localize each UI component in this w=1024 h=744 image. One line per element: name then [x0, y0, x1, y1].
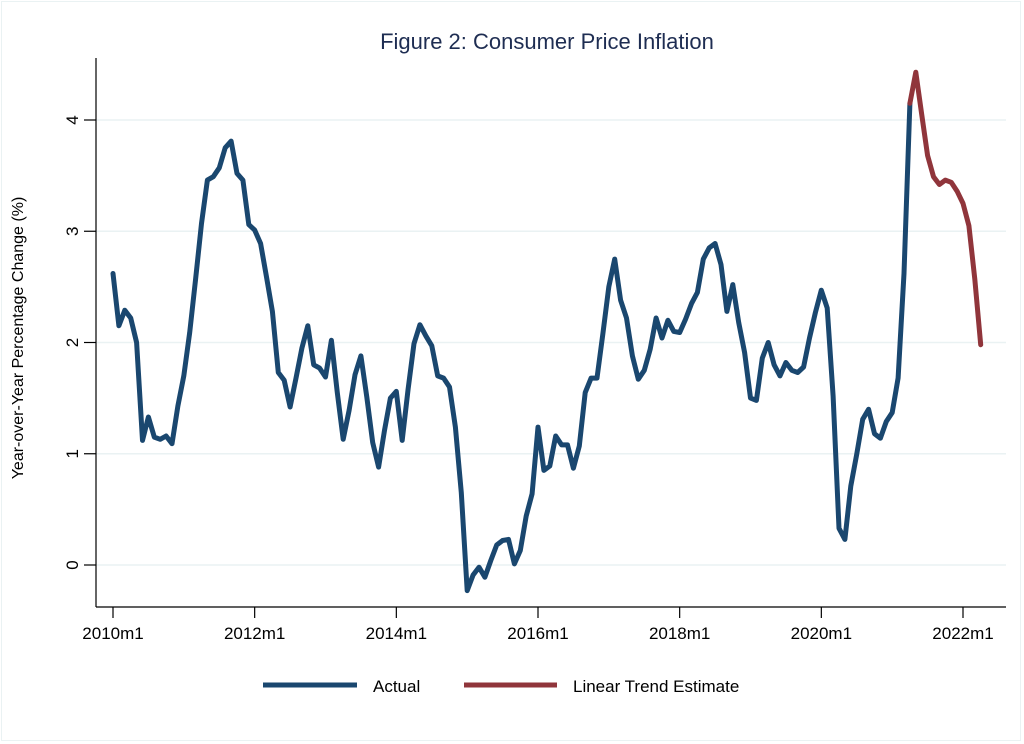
axes [95, 58, 1006, 608]
x-axis-ticks: 2010m1 2012m1 2014m1 2016m1 2018m1 2020m1 2022… [82, 607, 994, 643]
y-tick-label: 4 [63, 115, 82, 124]
y-tick-label: 0 [63, 560, 82, 569]
x-tick-label: 2012m1 [224, 624, 285, 643]
legend: Actual Linear Trend Estimate [263, 677, 739, 696]
x-tick-label: 2022m1 [932, 624, 993, 643]
legend-label-actual: Actual [373, 677, 420, 696]
y-axis-label: Year-over-Year Percentage Change (%) [10, 197, 27, 480]
y-tick-label: 3 [63, 227, 82, 236]
y-tick-label: 1 [63, 449, 82, 458]
y-tick-label: 2 [63, 338, 82, 347]
x-tick-label: 2018m1 [649, 624, 710, 643]
gridlines [96, 119, 1006, 566]
trend-series-line [907, 69, 984, 348]
actual-series-line [110, 100, 913, 594]
x-tick-label: 2020m1 [791, 624, 852, 643]
chart-title: Figure 2: Consumer Price Inflation [380, 29, 714, 54]
x-tick-label: 2016m1 [507, 624, 568, 643]
x-tick-label: 2014m1 [366, 624, 427, 643]
y-axis-ticks: 0 1 2 3 4 [63, 115, 96, 570]
legend-label-trend: Linear Trend Estimate [573, 677, 739, 696]
x-tick-label: 2010m1 [82, 624, 143, 643]
series-lines [110, 69, 984, 594]
